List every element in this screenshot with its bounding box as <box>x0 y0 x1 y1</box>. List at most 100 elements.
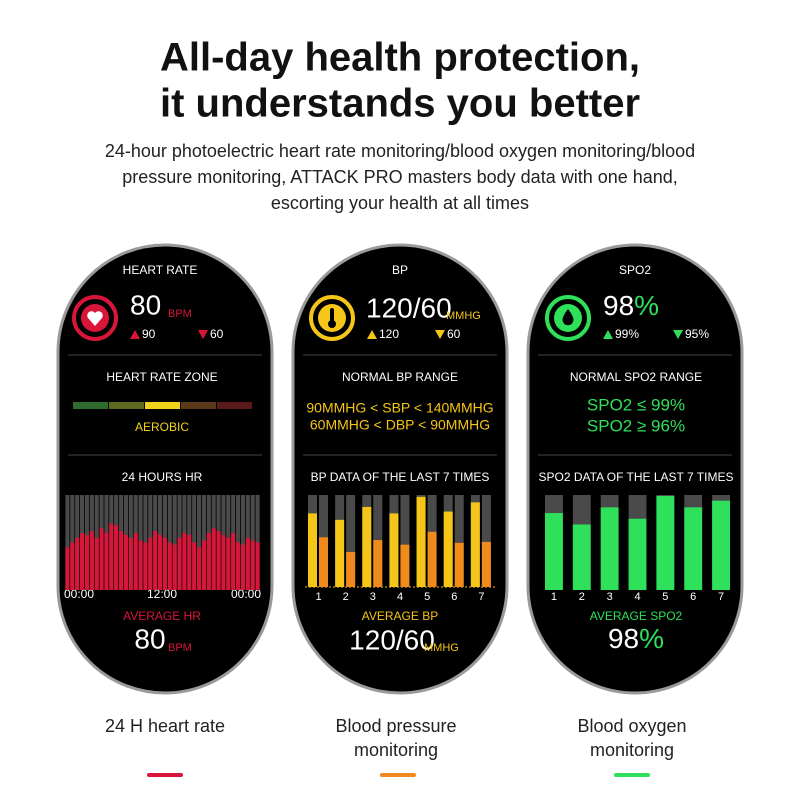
section-title: NORMAL SPO2 RANGE <box>570 370 702 384</box>
down-arrow <box>673 330 683 339</box>
range-line: 60MMHG < DBP < 90MMHG <box>310 417 490 433</box>
zone: AEROBIC <box>135 420 189 434</box>
unit: BPM <box>168 308 192 320</box>
high: 120 <box>379 327 399 341</box>
bar <box>206 533 211 590</box>
bar <box>250 540 255 590</box>
x-tick-label: 6 <box>690 591 696 603</box>
down-arrow <box>198 330 208 339</box>
bar <box>236 542 241 590</box>
bar <box>187 534 192 590</box>
x-tick-label: 7 <box>718 591 724 603</box>
screen-title: BP <box>392 263 408 277</box>
bar-track <box>400 495 410 587</box>
bar-track <box>240 495 245 590</box>
bar <box>572 524 591 590</box>
average-group: 98% <box>608 623 664 654</box>
screen-title: SPO2 <box>619 263 651 277</box>
bar <box>245 537 250 590</box>
down-arrow <box>435 330 445 339</box>
underline <box>614 773 650 777</box>
average-title: AVERAGE BP <box>362 609 438 623</box>
bar <box>114 525 119 590</box>
unit: % <box>634 290 659 321</box>
bar <box>201 540 206 590</box>
x-tick-label: 6 <box>451 591 457 603</box>
section-title: NORMAL BP RANGE <box>342 370 458 384</box>
bar <box>231 533 236 590</box>
bar <box>221 534 226 590</box>
bar <box>656 495 675 590</box>
bar <box>416 496 426 587</box>
screen-title: HEART RATE <box>123 263 198 277</box>
caption: Blood oxygen <box>577 716 686 736</box>
bar <box>182 533 187 590</box>
caption: 24 H heart rate <box>105 716 225 736</box>
x-tick-label: 1 <box>551 591 557 603</box>
caption: monitoring <box>354 740 438 760</box>
underline <box>380 773 416 777</box>
bar-track <box>197 495 202 590</box>
bar <box>70 542 75 590</box>
x-tick-label: 1 <box>316 591 322 603</box>
chart-title: SPO2 DATA OF THE LAST 7 TIMES <box>539 470 734 484</box>
ring <box>72 295 118 341</box>
bar <box>240 544 245 590</box>
bar <box>545 513 563 590</box>
title: All-day health protection, <box>160 36 640 80</box>
bar <box>346 552 356 587</box>
range-line: 90MMHG < SBP < 140MMHG <box>306 400 493 416</box>
bar <box>389 513 399 587</box>
x-tick-label: 12:00 <box>147 587 177 601</box>
chart-title: 24 HOURS HR <box>122 470 203 484</box>
x-tick-label: 5 <box>662 591 668 603</box>
x-tick-label: 3 <box>607 591 613 603</box>
x-tick-label: 4 <box>634 591 640 603</box>
value: 98 <box>603 290 634 321</box>
bar <box>153 531 158 590</box>
up-arrow <box>367 330 377 339</box>
range-line: SPO2 ≥ 96% <box>587 416 685 435</box>
bar <box>133 533 138 590</box>
bar <box>162 537 167 590</box>
bar <box>148 537 153 590</box>
bar <box>443 511 453 587</box>
subtitle: pressure monitoring, ATTACK PRO masters … <box>122 167 678 187</box>
value: 120/60 <box>366 292 452 323</box>
bar <box>319 537 328 587</box>
thermometer <box>330 308 334 322</box>
value-group: 98% <box>603 290 659 321</box>
x-tick-label: 5 <box>424 591 430 603</box>
bar <box>712 500 730 590</box>
high: 99% <box>615 327 639 341</box>
up-arrow <box>130 330 140 339</box>
bar <box>684 507 703 590</box>
value: 80 <box>130 289 161 320</box>
bar <box>600 507 619 590</box>
subtitle: 24-hour photoelectric heart rate monitor… <box>105 141 695 161</box>
range-line: SPO2 ≤ 99% <box>587 395 685 414</box>
bar <box>308 513 317 587</box>
bar <box>99 528 104 590</box>
bar-track <box>65 495 70 590</box>
ring <box>545 295 591 341</box>
bar <box>84 534 89 590</box>
average-title: AVERAGE SPO2 <box>590 609 683 623</box>
bar <box>362 506 372 587</box>
bar <box>65 547 70 590</box>
bar <box>75 537 80 590</box>
bar <box>80 533 85 590</box>
average-title: AVERAGE HR <box>123 609 201 623</box>
chart-title: BP DATA OF THE LAST 7 TIMES <box>311 470 490 484</box>
ring <box>309 295 355 341</box>
bar <box>216 531 221 590</box>
caption: monitoring <box>590 740 674 760</box>
bar-track <box>346 495 356 587</box>
bar <box>89 531 94 590</box>
drop-icon <box>562 309 574 326</box>
bar <box>119 531 124 590</box>
caption: Blood pressure <box>335 716 456 736</box>
bar <box>427 531 437 587</box>
bar <box>197 547 202 590</box>
unit: MMHG <box>446 310 481 322</box>
